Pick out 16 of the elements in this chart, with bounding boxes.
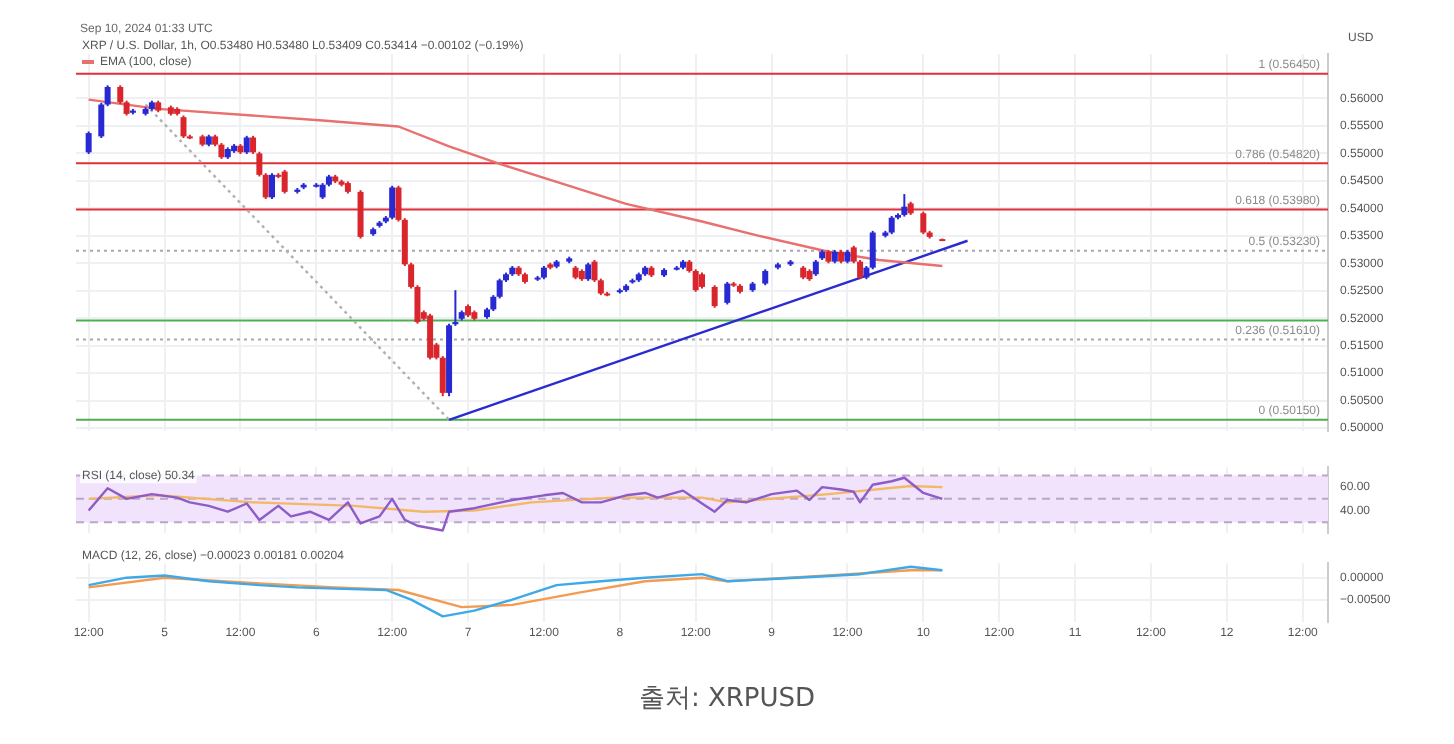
candlestick	[724, 280, 731, 306]
source-note: 출처: XRPUSD	[636, 682, 818, 716]
candlestick	[85, 130, 92, 155]
candlestick	[427, 312, 434, 361]
candlestick	[901, 193, 908, 218]
candlestick	[692, 268, 699, 293]
candlestick	[389, 184, 396, 221]
candlestick	[585, 261, 592, 282]
candlestick	[281, 168, 288, 195]
candlestick	[243, 134, 250, 155]
candlestick	[888, 215, 895, 236]
candlestick	[180, 114, 187, 140]
candlestick	[357, 189, 364, 240]
candlestick	[920, 210, 927, 236]
candlestick	[711, 284, 718, 309]
candlestick	[269, 172, 276, 201]
